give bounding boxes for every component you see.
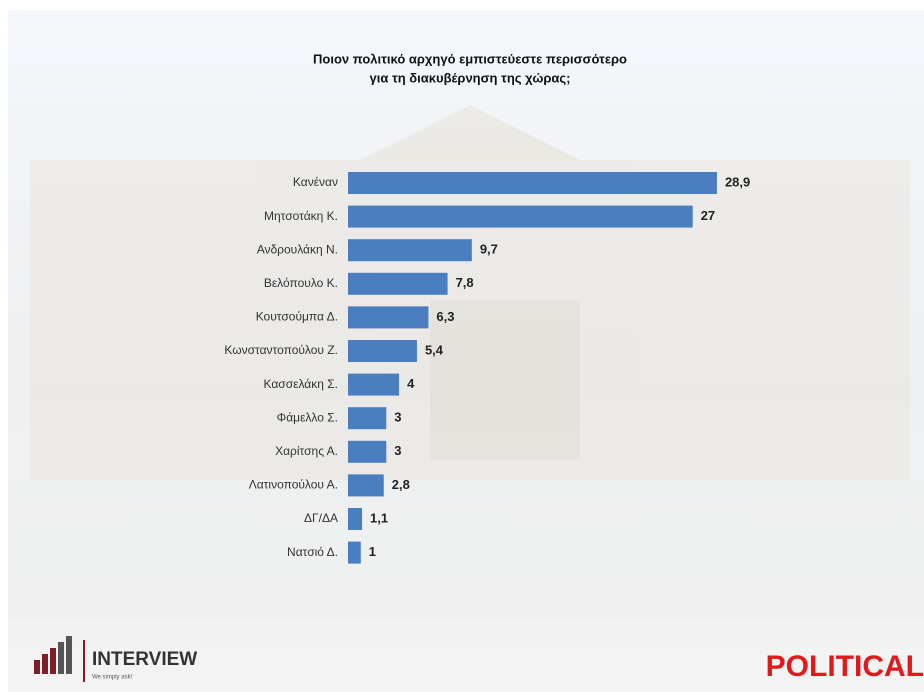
value-label: 6,3 xyxy=(436,309,454,324)
bar xyxy=(348,272,448,295)
category-label: Λατινοπούλου Α. xyxy=(249,478,338,492)
category-label: Χαρίτσης Α. xyxy=(275,444,338,458)
bar xyxy=(348,172,717,194)
category-label: ΔΓ/ΔΑ xyxy=(304,511,338,525)
bar xyxy=(348,340,417,362)
bar xyxy=(348,239,472,262)
category-label: Μητσοτάκη Κ. xyxy=(264,209,338,223)
logo-text: INTERVIEW xyxy=(92,649,197,670)
chart-title: Ποιον πολιτικό αρχηγό εμπιστεύεστε περισ… xyxy=(313,51,627,66)
value-label: 4 xyxy=(407,376,415,391)
value-label: 9,7 xyxy=(480,242,498,257)
chart-title: για τη διακυβέρνηση της χώρας; xyxy=(370,70,571,85)
value-label: 7,8 xyxy=(456,275,474,290)
category-label: Ανδρουλάκη Ν. xyxy=(257,242,338,256)
value-label: 1 xyxy=(369,544,376,559)
bar xyxy=(348,373,400,396)
building-silhouette xyxy=(8,105,924,620)
category-label: Φάμελλο Σ. xyxy=(277,410,338,424)
bar xyxy=(348,474,384,497)
category-label: Κωνσταντοπούλου Ζ. xyxy=(224,343,338,357)
bar xyxy=(348,440,387,463)
value-label: 2,8 xyxy=(392,477,410,492)
bar xyxy=(348,541,361,564)
logo-tagline: We simply ask! xyxy=(92,675,133,681)
category-label: Βελόπουλο Κ. xyxy=(264,276,338,290)
value-label: 1,1 xyxy=(370,510,388,525)
value-label: 27 xyxy=(701,208,715,223)
political-logo: POLITICAL xyxy=(766,650,924,683)
category-label: Κανέναν xyxy=(293,175,338,189)
value-label: 28,9 xyxy=(725,174,750,189)
bar xyxy=(348,407,387,430)
value-label: 3 xyxy=(394,443,401,458)
value-label: 5,4 xyxy=(425,342,444,357)
bar xyxy=(348,205,693,228)
category-label: Νατσιό Δ. xyxy=(287,545,338,559)
bar xyxy=(348,306,429,329)
value-label: 3 xyxy=(394,410,401,425)
bar xyxy=(348,508,363,530)
category-label: Κασσελάκη Σ. xyxy=(264,377,338,391)
category-label: Κουτσούμπα Δ. xyxy=(256,310,338,324)
interview-logo: INTERVIEW We simply ask! xyxy=(34,636,197,682)
